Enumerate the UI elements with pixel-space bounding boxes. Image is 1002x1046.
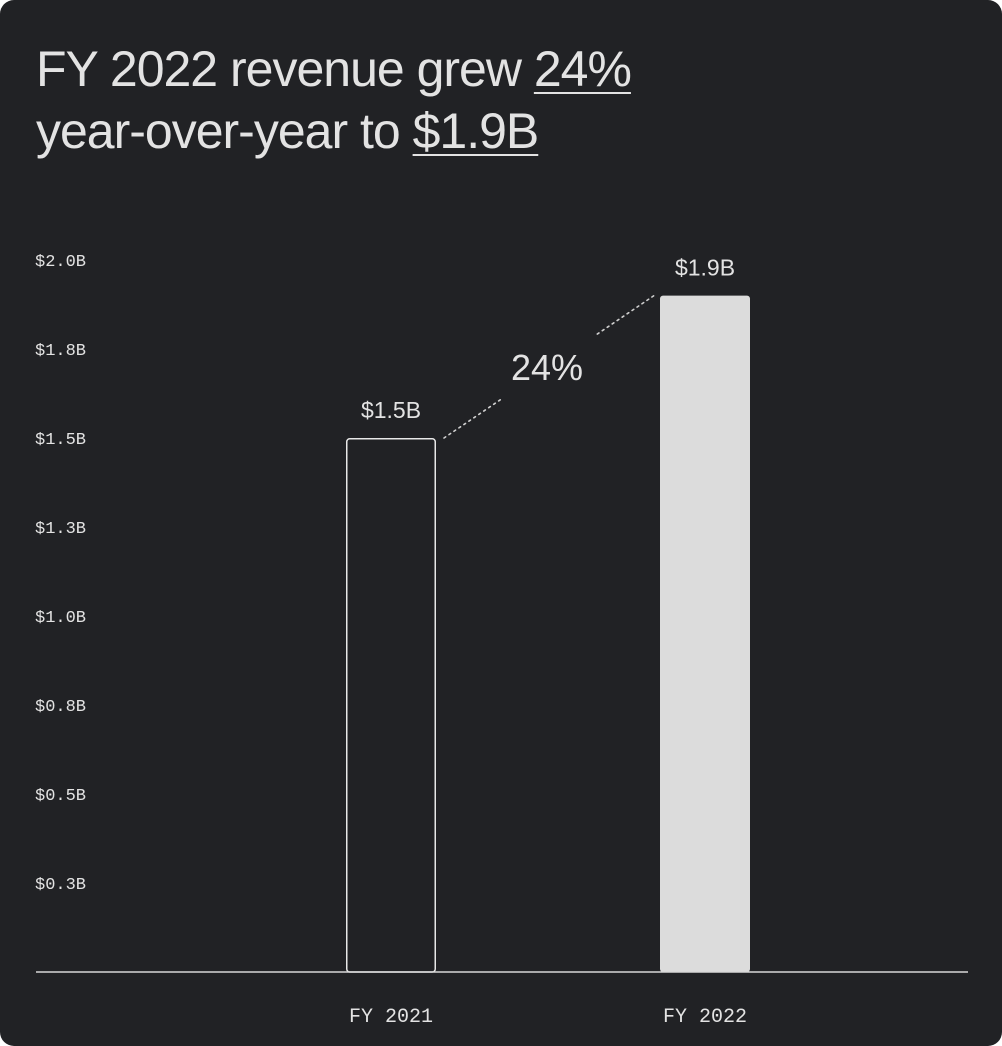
y-tick-label: $0.8B bbox=[35, 698, 86, 717]
y-tick-label: $2.0B bbox=[35, 253, 86, 272]
headline: FY 2022 revenue grew 24% year-over-year t… bbox=[36, 38, 936, 162]
x-category-label: FY 2022 bbox=[663, 1006, 747, 1029]
y-tick-label: $1.0B bbox=[35, 609, 86, 628]
growth-annotation: 24% bbox=[511, 347, 583, 388]
growth-connector-group: 24% bbox=[443, 294, 655, 439]
y-tick-label: $0.5B bbox=[35, 787, 86, 806]
y-tick-label: $1.5B bbox=[35, 431, 86, 450]
x-category-label: FY 2021 bbox=[349, 1006, 433, 1029]
headline-total: $1.9B bbox=[412, 103, 540, 159]
headline-suffix-prefix: year-over-year to bbox=[36, 103, 413, 159]
y-tick-label: $1.3B bbox=[35, 520, 86, 539]
headline-prefix: FY 2022 revenue grew bbox=[36, 41, 534, 97]
y-axis-ticks: $2.0B $1.8B $1.5B $1.3B $1.0B $0.8B $0.5B $0.3B bbox=[35, 253, 86, 895]
growth-connector-line bbox=[443, 398, 502, 439]
y-tick-label: $0.3B bbox=[35, 876, 86, 895]
y-tick-label: $1.8B bbox=[35, 342, 86, 361]
bar-value-label: $1.5B bbox=[361, 397, 421, 423]
growth-connector-line bbox=[596, 294, 655, 335]
labels-group: $1.5B FY 2021 $1.9B FY 2022 bbox=[349, 255, 747, 1029]
headline-growth: 24% bbox=[533, 41, 632, 97]
bar-fy-2022 bbox=[660, 295, 750, 973]
bar-value-label: $1.9B bbox=[675, 255, 735, 281]
bar-fy-2021 bbox=[346, 438, 436, 973]
